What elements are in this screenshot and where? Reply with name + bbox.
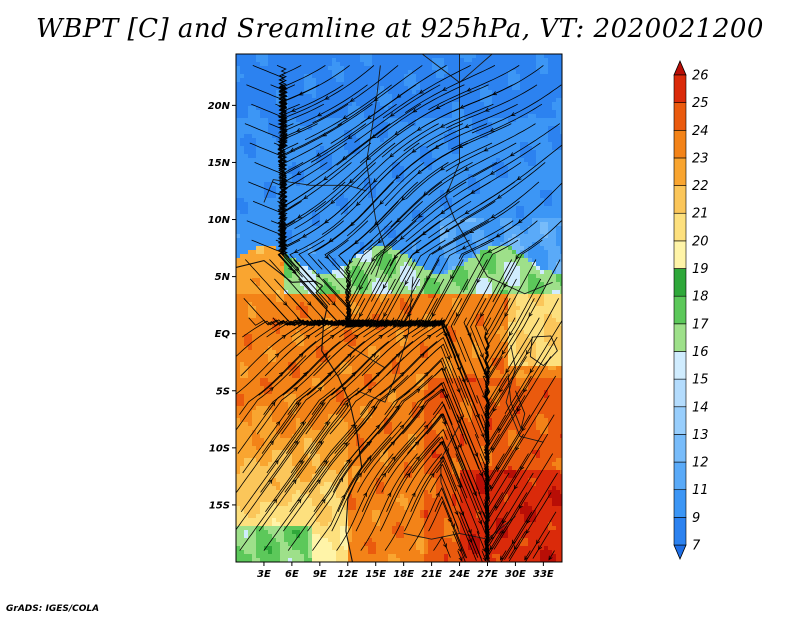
colorbar-swatch <box>673 185 687 214</box>
lon-tick-label: 33E <box>533 569 554 580</box>
colorbar-swatch <box>673 351 687 380</box>
colorbar-label: 16 <box>692 345 709 360</box>
streamlines <box>236 65 562 562</box>
lat-tick-label: 15S <box>209 500 230 511</box>
lon-tick-label: 9E <box>313 569 327 580</box>
colorbar-label: 15 <box>692 373 709 388</box>
colorbar-extend-min <box>673 544 687 561</box>
colorbar-swatch <box>673 212 687 242</box>
lat-tick-label: 15N <box>208 158 231 169</box>
colorbar-label: 11 <box>692 483 709 498</box>
lon-tick-label: 24E <box>449 569 470 580</box>
colorbar-swatch <box>673 406 687 435</box>
colorbar-swatch <box>673 295 687 325</box>
colorbar-label: 13 <box>692 428 709 443</box>
colorbar-label: 26 <box>692 69 709 84</box>
colorbar-label: 21 <box>692 207 709 222</box>
grads-credit: GrADS: IGES/COLA <box>6 604 100 614</box>
colorbar-label: 24 <box>692 124 709 139</box>
lon-tick-label: 3E <box>257 569 271 580</box>
colorbar-label: 18 <box>692 290 709 305</box>
lon-tick-label: 18E <box>393 569 414 580</box>
colorbar-label: 19 <box>692 262 709 277</box>
latitude-axis: 20N 15N 10N 5N EQ 5S 10S 15S <box>208 101 236 511</box>
colorbar-swatch <box>673 489 687 518</box>
lat-tick-label: 10S <box>209 443 230 454</box>
colorbar-swatch <box>673 157 687 186</box>
lat-tick-label: 10N <box>208 215 231 226</box>
colorbar-swatch <box>673 517 687 546</box>
colorbar-swatch <box>673 323 687 352</box>
lat-tick-label: 5S <box>216 386 230 397</box>
colorbar-label: 25 <box>692 96 709 111</box>
lon-tick-label: 15E <box>365 569 386 580</box>
lat-tick-label: 5N <box>215 272 231 283</box>
colorbar-label: 14 <box>692 400 709 415</box>
colorbar-label: 20 <box>692 234 709 249</box>
lon-tick-label: 21E <box>421 569 442 580</box>
colorbar-swatch <box>673 240 687 269</box>
colorbar: 7 9 11 12 13 14 15 16 17 18 19 20 21 22 23 24 25 26 <box>673 59 709 561</box>
longitude-axis: 3E 6E 9E 12E 15E 18E 21E 24E 27E 30E 33E <box>257 562 554 580</box>
colorbar-swatch <box>673 102 687 131</box>
colorbar-label: 17 <box>692 317 709 332</box>
colorbar-swatch <box>673 74 687 103</box>
chart-title: WBPT [C] and Sreamline at 925hPa, VT: 20… <box>36 14 764 44</box>
lon-tick-label: 12E <box>337 569 358 580</box>
map-frame <box>235 53 563 563</box>
lat-tick-label: EQ <box>215 329 231 340</box>
colorbar-label: 22 <box>692 179 709 194</box>
colorbar-label: 12 <box>692 456 709 471</box>
colorbar-swatch <box>673 129 687 159</box>
colorbar-extend-max <box>673 59 687 76</box>
colorbar-swatch <box>673 378 687 408</box>
lon-tick-label: 27E <box>477 569 498 580</box>
colorbar-swatch <box>673 434 687 463</box>
colorbar-label: 7 <box>692 539 701 554</box>
colorbar-label: 23 <box>692 151 709 166</box>
lat-tick-label: 20N <box>208 101 231 112</box>
colorbar-swatch <box>673 461 687 491</box>
colorbar-swatch <box>673 268 687 297</box>
lon-tick-label: 6E <box>285 569 299 580</box>
lon-tick-label: 30E <box>505 569 526 580</box>
colorbar-label: 9 <box>692 511 700 526</box>
